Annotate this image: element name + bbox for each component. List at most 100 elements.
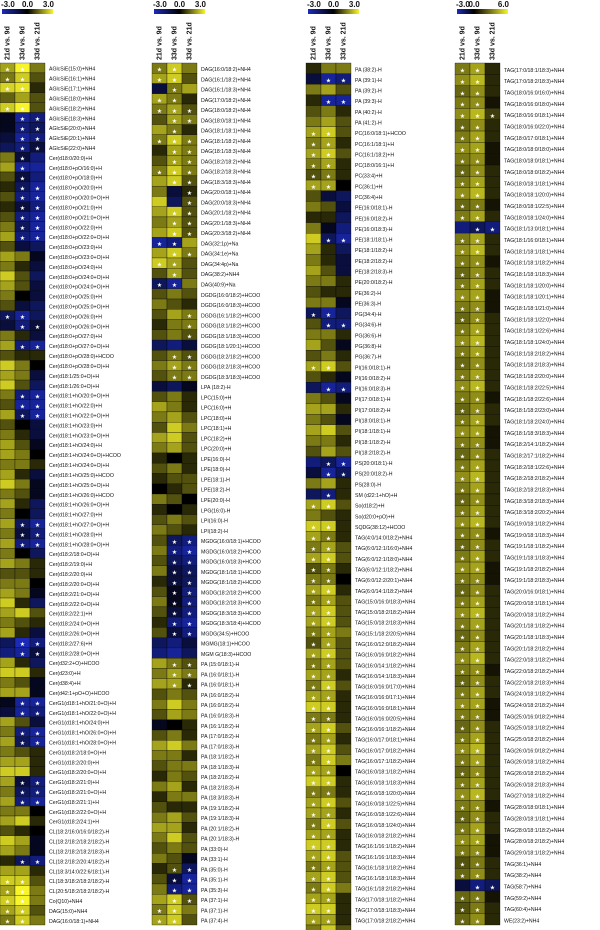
significance-star: ★: [311, 365, 316, 372]
significance-star: ★: [326, 801, 331, 808]
heatmap-cell: [0, 687, 16, 698]
row-label: TAG(16:0/14:1/18:3)+NH4: [355, 674, 415, 680]
heatmap-cell: [151, 822, 168, 833]
significance-star: ★: [20, 126, 25, 133]
significance-star: ★: [35, 740, 40, 747]
significance-star: ★: [326, 642, 331, 649]
significance-star: ★: [20, 86, 25, 93]
significance-star: ★: [5, 919, 10, 926]
heatmap-cell: [166, 411, 183, 423]
heatmap-cell: [29, 667, 46, 678]
heatmap-cell: [335, 84, 352, 96]
heatmap-cell: [484, 380, 501, 393]
heatmap-cell: [151, 699, 168, 710]
significance-star: ★: [326, 748, 331, 755]
significance-star: ★: [20, 215, 25, 222]
row-label: PA (18:2/18:2)-H: [201, 775, 240, 781]
heatmap-cell: [484, 323, 501, 336]
significance-star: ★: [172, 611, 177, 618]
heatmap-cell: [335, 424, 352, 436]
heatmap-cell: [151, 729, 168, 741]
significance-star: ★: [460, 794, 465, 801]
significance-star: ★: [311, 833, 316, 840]
significance-star: ★: [460, 249, 465, 256]
heatmap-cell: [335, 105, 352, 117]
row-label: TAG(25:0/16:0/18:2)+NH4: [504, 714, 564, 720]
row-label: LPC(15:0)+H: [201, 395, 232, 401]
row-label: MGDG(18:2/18:3)+HCOO: [201, 601, 261, 607]
row-label: PA (38:2)-H: [355, 67, 382, 73]
heatmap-cell: [484, 652, 501, 665]
heatmap-cell: [166, 832, 183, 844]
heatmap-cell: [166, 740, 183, 751]
heatmap-cell: [335, 807, 352, 819]
heatmap-cell: [181, 914, 198, 926]
heatmap-cell: [335, 871, 352, 883]
heatmap-cell: [14, 587, 31, 599]
significance-star: ★: [187, 867, 192, 874]
heatmap-cell: [320, 243, 337, 255]
heatmap-cell: [0, 696, 16, 708]
significance-star: ★: [460, 465, 465, 472]
row-label: TAG(18:0/18:0/18:2)+NH4: [504, 170, 564, 176]
row-label: CL(18:2/18:2/20:4/18:2)-H: [49, 859, 110, 865]
row-label: MGDG(18:3/18:4)+HCOO: [201, 621, 261, 627]
row-label: PE(18:1/18:1)-H: [355, 238, 393, 244]
significance-star: ★: [475, 90, 480, 97]
heatmap-cell: [0, 558, 16, 569]
significance-star: ★: [475, 533, 480, 540]
heatmap-cell: [151, 350, 168, 361]
significance-star: ★: [5, 106, 10, 113]
significance-star: ★: [490, 884, 495, 891]
significance-star: ★: [475, 862, 480, 869]
row-label: AGlcSiE(18:3)+NH4: [49, 116, 95, 122]
heatmap-cell: [484, 732, 501, 744]
significance-star: ★: [326, 237, 331, 244]
significance-star: ★: [326, 727, 331, 734]
significance-star: ★: [35, 205, 40, 212]
row-label: DAG(20:3/18:2)+NH4: [201, 231, 251, 237]
significance-star: ★: [460, 680, 465, 687]
row-label: Cer(d18:0+pO/24:0+O)+H: [49, 275, 109, 281]
row-label: MGDG(16:0/18:1)+HCOO: [201, 539, 261, 545]
heatmap-cell: [0, 340, 16, 351]
heatmap-cell: [181, 750, 198, 761]
row-label: TAG(60:4)+NH4: [504, 907, 541, 913]
significance-star: ★: [20, 859, 25, 866]
significance-star: ★: [20, 919, 25, 926]
heatmap-cell: [151, 227, 168, 238]
heatmap-cell: [484, 482, 501, 495]
heatmap-cell: [166, 781, 183, 792]
row-label: MGM G(18:3)+HCOO: [201, 652, 251, 658]
significance-star: ★: [20, 66, 25, 73]
heatmap-cell: [305, 382, 322, 394]
significance-star: ★: [187, 139, 192, 146]
heatmap-cell: [14, 300, 31, 311]
heatmap-cell: [305, 392, 322, 404]
heatmap-cell: [181, 760, 198, 772]
heatmap-cell: [484, 845, 501, 858]
heatmap-cell: [484, 505, 501, 517]
row-label: LPE(20:0)-H: [201, 498, 230, 504]
row-label: TAG(20:1/18:1/18:3)+NH4: [504, 635, 564, 641]
row-label: LPE(18:1)-H: [201, 477, 230, 483]
heatmap-cell: [0, 469, 16, 480]
heatmap-cell: [166, 319, 183, 330]
row-label: TAG(15:0/18:2/18:2)+NH4: [355, 610, 415, 616]
significance-star: ★: [326, 886, 331, 893]
significance-star: ★: [326, 99, 331, 106]
significance-star: ★: [157, 908, 162, 915]
significance-star: ★: [460, 725, 465, 732]
heatmap-cell: [0, 459, 16, 470]
heatmap-cell: [335, 765, 352, 777]
significance-star: ★: [311, 652, 316, 659]
row-label: PA (16:0/18:2)-H: [201, 693, 240, 699]
heatmap-cell: [0, 736, 16, 747]
significance-star: ★: [475, 748, 480, 755]
heatmap-cell: [484, 437, 501, 449]
significance-star: ★: [311, 546, 316, 553]
heatmap-cell: [151, 894, 168, 905]
heatmap-cell: [335, 722, 352, 734]
significance-star: ★: [20, 909, 25, 916]
significance-star: ★: [475, 601, 480, 608]
